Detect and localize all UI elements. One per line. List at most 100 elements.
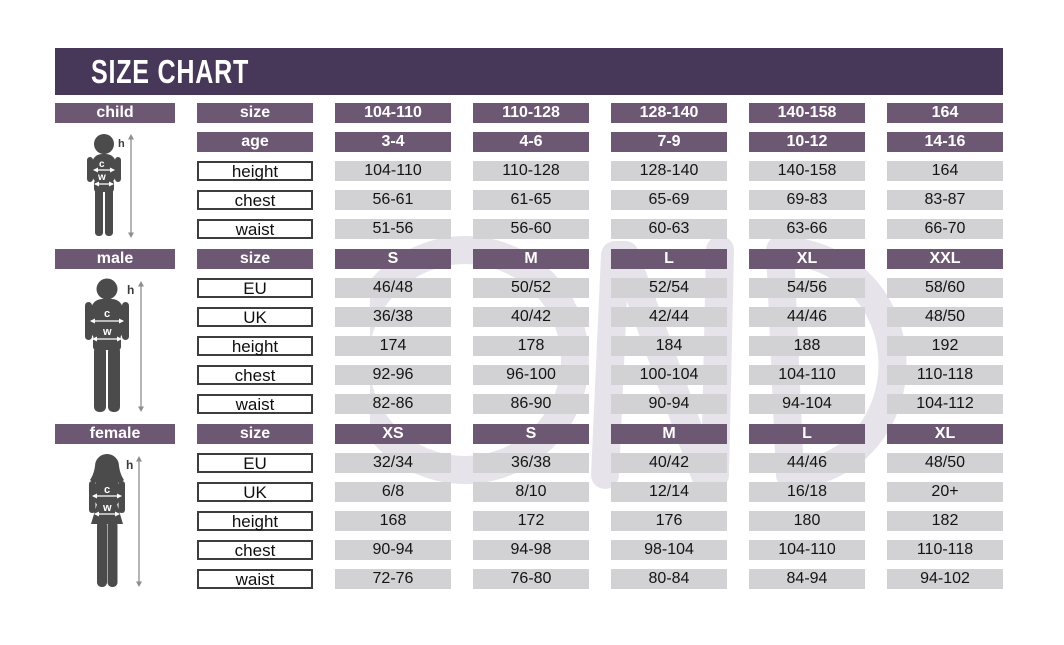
section-child: child (55, 103, 1003, 239)
table-cell: 16/18 (749, 482, 865, 502)
table-cell: L (749, 424, 865, 444)
table-cell: 182 (887, 511, 1003, 531)
size-table: child (55, 103, 1003, 589)
table-cell: 46/48 (335, 278, 451, 298)
table-cell: 174 (335, 336, 451, 356)
table-cell: 110-128 (473, 161, 589, 181)
section-label-female: female (55, 424, 175, 444)
table-cell: 36/38 (335, 307, 451, 327)
table-cell: 7-9 (611, 132, 727, 152)
male-figure-icon: h c w (55, 278, 175, 414)
table-cell: 94-98 (473, 540, 589, 560)
table-cell: 128-140 (611, 161, 727, 181)
row-label-size: size (197, 424, 313, 444)
figure-waist-label: w (102, 326, 112, 338)
figure-waist-label: w (102, 502, 112, 514)
table-cell: 180 (749, 511, 865, 531)
row-label-uk: UK (197, 482, 313, 502)
row-label-waist: waist (197, 219, 313, 239)
table-cell: 168 (335, 511, 451, 531)
table-cell: 12/14 (611, 482, 727, 502)
table-cell: 10-12 (749, 132, 865, 152)
table-cell: 32/34 (335, 453, 451, 473)
table-cell: 110-118 (887, 540, 1003, 560)
table-cell: 104-110 (749, 540, 865, 560)
table-cell: XS (335, 424, 451, 444)
table-cell: 100-104 (611, 365, 727, 385)
table-cell: 65-69 (611, 190, 727, 210)
table-cell: 72-76 (335, 569, 451, 589)
table-cell: 96-100 (473, 365, 589, 385)
table-cell: 84-94 (749, 569, 865, 589)
figure-chest-label: c (99, 159, 105, 170)
table-cell: 54/56 (749, 278, 865, 298)
table-cell: 110-128 (473, 103, 589, 123)
row-label-uk: UK (197, 307, 313, 327)
row-label-waist: waist (197, 569, 313, 589)
table-cell: 172 (473, 511, 589, 531)
section-female: female (55, 424, 1003, 589)
table-cell: 52/54 (611, 278, 727, 298)
figure-height-label: h (126, 458, 133, 472)
table-cell: 3-4 (335, 132, 451, 152)
table-cell: 82-86 (335, 394, 451, 414)
title-bar: SIZE CHART (55, 48, 1003, 95)
table-cell: 104-112 (887, 394, 1003, 414)
table-cell: 8/10 (473, 482, 589, 502)
table-cell: 94-104 (749, 394, 865, 414)
table-cell: 56-60 (473, 219, 589, 239)
table-cell: 140-158 (749, 103, 865, 123)
table-cell: 58/60 (887, 278, 1003, 298)
table-cell: S (473, 424, 589, 444)
page-title: SIZE CHART (91, 52, 250, 90)
table-cell: 164 (887, 103, 1003, 123)
table-cell: 104-110 (335, 161, 451, 181)
figure-height-label: h (127, 283, 134, 297)
table-cell: L (611, 249, 727, 269)
table-cell: 60-63 (611, 219, 727, 239)
table-cell: 110-118 (887, 365, 1003, 385)
row-label-waist: waist (197, 394, 313, 414)
table-cell: 140-158 (749, 161, 865, 181)
table-cell: 48/50 (887, 307, 1003, 327)
row-label-height: height (197, 511, 313, 531)
table-cell: 104-110 (749, 365, 865, 385)
table-cell: XXL (887, 249, 1003, 269)
table-cell: 40/42 (611, 453, 727, 473)
figure-chest-label: c (104, 484, 110, 496)
table-cell: 63-66 (749, 219, 865, 239)
table-cell: 69-83 (749, 190, 865, 210)
row-label-size: size (197, 103, 313, 123)
table-cell: 104-110 (335, 103, 451, 123)
row-label-eu: EU (197, 278, 313, 298)
table-cell: 90-94 (335, 540, 451, 560)
table-cell: 42/44 (611, 307, 727, 327)
table-cell: S (335, 249, 451, 269)
child-figure-icon: h c w (55, 132, 175, 239)
table-cell: 94-102 (887, 569, 1003, 589)
row-label-eu: EU (197, 453, 313, 473)
table-cell: 98-104 (611, 540, 727, 560)
row-label-height: height (197, 161, 313, 181)
row-label-size: size (197, 249, 313, 269)
table-cell: 128-140 (611, 103, 727, 123)
figure-chest-label: c (104, 308, 110, 320)
table-cell: XL (749, 249, 865, 269)
table-cell: 188 (749, 336, 865, 356)
row-label-chest: chest (197, 365, 313, 385)
section-child-side: child (55, 103, 175, 239)
table-cell: 44/46 (749, 307, 865, 327)
table-cell: 51-56 (335, 219, 451, 239)
section-male-side: male (55, 249, 175, 414)
table-cell: M (473, 249, 589, 269)
row-label-chest: chest (197, 540, 313, 560)
female-figure-icon: h c w (55, 453, 175, 589)
table-cell: 192 (887, 336, 1003, 356)
table-cell: 92-96 (335, 365, 451, 385)
table-cell: 4-6 (473, 132, 589, 152)
table-cell: 48/50 (887, 453, 1003, 473)
table-cell: 6/8 (335, 482, 451, 502)
figure-height-label: h (118, 138, 125, 150)
table-cell: 83-87 (887, 190, 1003, 210)
